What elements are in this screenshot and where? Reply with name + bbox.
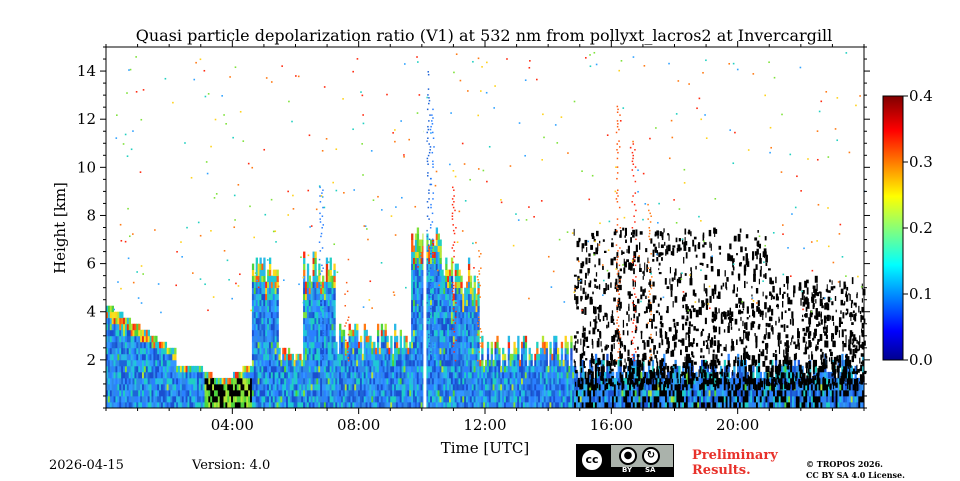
date-label: 2026-04-15 (49, 458, 124, 473)
y-tick-label: 12 (77, 110, 96, 128)
y-tick-label: 6 (86, 255, 96, 273)
colorbar-tick-label: 0.3 (909, 153, 933, 171)
colorbar-gradient (883, 96, 903, 360)
colorbar-tick-label: 0.4 (909, 87, 933, 105)
plot-area (106, 47, 866, 408)
share-alike-icon: ↻ (642, 447, 660, 465)
x-tick-label: 20:00 (716, 416, 759, 434)
preliminary-line-1: Preliminary (692, 448, 778, 463)
y-tick-label: 14 (77, 62, 96, 80)
y-tick-label: 2 (86, 351, 96, 369)
badge-sa-label: SA (645, 466, 655, 474)
depolarization-field (106, 47, 866, 408)
colorbar: 0.0 0.1 0.2 0.3 0.4 (883, 87, 933, 369)
license-badge: cc ● ↻ BY SA (576, 444, 674, 477)
attribution-icon: ● (619, 447, 637, 465)
y-tick-label: 10 (77, 158, 96, 176)
copyright-line-2: CC BY SA 4.0 License. (806, 470, 905, 481)
x-tick-label: 04:00 (211, 416, 254, 434)
x-axis-label: Time [UTC] (441, 439, 530, 457)
preliminary-note: Preliminary Results. (692, 448, 778, 478)
x-tick-label: 08:00 (337, 416, 380, 434)
copyright-line-1: © TROPOS 2026. (806, 459, 905, 470)
colorbar-tick-label: 0.2 (909, 219, 933, 237)
chart-title: Quasi particle depolarization ratio (V1)… (136, 26, 833, 45)
plot-frame (106, 47, 864, 408)
x-tick-label: 12:00 (463, 416, 506, 434)
y-axis-label: Height [km] (51, 182, 69, 274)
x-tick-label: 16:00 (590, 416, 633, 434)
y-tick-label: 4 (86, 303, 96, 321)
y-tick-label: 8 (86, 206, 96, 224)
version-label: Version: 4.0 (192, 458, 270, 473)
cc-by-sa-icon: cc (580, 448, 604, 472)
colorbar-tick-label: 0.1 (909, 285, 933, 303)
colorbar-tick-label: 0.0 (909, 351, 933, 369)
badge-by-label: BY (622, 466, 632, 474)
copyright-note: © TROPOS 2026. CC BY SA 4.0 License. (806, 459, 905, 481)
preliminary-line-2: Results. (692, 463, 778, 478)
